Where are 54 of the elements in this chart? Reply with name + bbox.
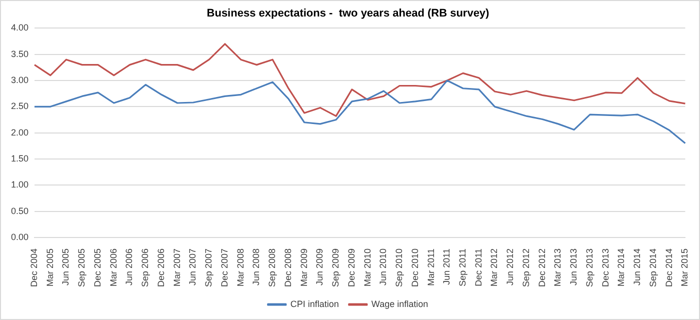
chart-title: Business expectations - two years ahead (RB survey) [206,8,490,20]
x-tick-label: Jun 2008 [251,248,262,286]
x-tick-label: Dec 2010 [410,248,420,287]
x-tick-label: Sep 2011 [458,248,468,286]
x-tick-label: Sep 2010 [394,248,404,288]
x-tick-label: Dec 2004 [29,248,39,287]
x-tick-label: Mar 2015 [680,248,690,286]
x-tick-label: Mar 2009 [298,248,309,286]
x-tick-label: Sep 2008 [267,248,278,288]
x-tick-label: Mar 2012 [489,248,500,286]
x-tick-label: Mar 2013 [552,248,563,286]
x-tick-label: Jun 2012 [505,248,516,286]
x-tick-label: Jun 2013 [568,248,579,286]
x-tick-label: Dec 2009 [346,248,356,287]
x-tick-label: Jun 2010 [378,248,388,286]
x-tick-label: Dec 2006 [156,248,166,287]
y-tick-label: 3.00 [10,75,29,85]
x-tick-label: Dec 2008 [282,248,293,287]
legend-label: CPI inflation [290,298,339,309]
x-tick-label: Dec 2007 [219,248,230,287]
y-tick-label: 3.50 [10,48,29,59]
y-tick-label: 2.00 [10,127,29,138]
x-tick-label: Jun 2006 [124,248,134,286]
x-tick-label: Mar 2005 [44,248,55,286]
x-tick-label: Jun 2014 [632,248,642,286]
x-tick-label: Sep 2013 [584,248,594,288]
x-tick-label: Mar 2007 [172,248,182,286]
y-tick-label: 1.50 [10,153,29,164]
x-tick-label: Mar 2014 [616,248,626,286]
x-tick-label: Mar 2011 [426,248,436,286]
y-tick-label: 0.50 [10,206,29,216]
x-tick-label: Sep 2006 [140,248,150,288]
x-tick-label: Jun 2007 [188,248,198,286]
x-tick-label: Mar 2008 [235,248,246,286]
x-tick-label: Sep 2012 [520,248,531,288]
x-tick-label: Dec 2013 [600,248,610,287]
x-tick-label: Jun 2011 [442,248,452,285]
x-tick-label: Dec 2005 [92,248,102,287]
x-tick-label: Sep 2014 [648,248,658,288]
y-tick-label: 4.00 [10,22,29,33]
x-tick-label: Sep 2005 [76,248,87,288]
x-tick-label: Dec 2014 [664,248,674,287]
x-tick-label: Dec 2011 [473,248,484,286]
x-tick-label: Sep 2007 [204,248,214,288]
y-tick-label: 2.50 [10,101,29,112]
x-tick-label: Dec 2012 [536,248,547,287]
legend-label: Wage inflation [371,298,428,309]
x-tick-label: Mar 2010 [362,248,372,286]
y-tick-label: 1.00 [10,180,29,190]
x-tick-label: Jun 2005 [60,248,71,286]
y-tick-label: 0.00 [10,232,29,242]
x-tick-label: Mar 2006 [108,248,118,286]
x-tick-label: Jun 2009 [314,248,325,286]
x-tick-label: Sep 2009 [330,248,341,288]
